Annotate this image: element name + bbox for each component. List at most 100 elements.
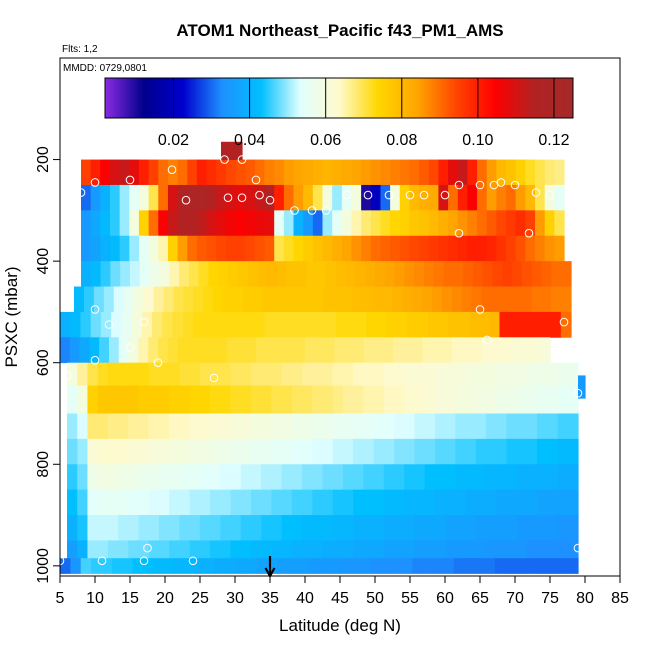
heatmap-cell (123, 286, 135, 313)
heatmap-cell (158, 464, 170, 491)
heatmap-cell (526, 540, 538, 559)
heatmap-cell (363, 337, 375, 364)
sample-markers (55, 155, 583, 566)
sample-point (62, 371, 72, 380)
heatmap-cell (547, 540, 559, 559)
heatmap-cell (158, 210, 169, 237)
heatmap-cell (455, 464, 467, 491)
heatmap-cell (67, 413, 78, 440)
heatmap-cell (557, 489, 569, 516)
heatmap-cell (100, 184, 111, 211)
heatmap-cell (515, 210, 526, 237)
heatmap-cell (424, 540, 436, 559)
heatmap-cell (312, 235, 324, 262)
heatmap-cell (118, 413, 129, 440)
x-axis: 5 10 15 20 25 30 35 40 45 50 55 60 65 70 75 80 85 (56, 575, 629, 607)
heatmap-cell (302, 515, 313, 541)
heatmap-cell (128, 385, 140, 414)
heatmap-cell (496, 362, 508, 386)
heatmap-cell (291, 464, 303, 491)
heatmap-cell (525, 235, 536, 262)
colorbar-tick-label: 0.04 (234, 132, 265, 149)
heatmap-cell (128, 540, 140, 559)
heatmap-cell (163, 558, 175, 574)
heatmap-cell (89, 337, 100, 364)
heatmap-cell (91, 558, 103, 574)
x-axis-label: Latitude (deg N) (279, 616, 401, 635)
heatmap-cell (443, 558, 455, 574)
heatmap-cell (567, 438, 579, 465)
heatmap-cell (188, 261, 200, 287)
heatmap-cell (264, 311, 276, 338)
heatmap-cell (361, 184, 372, 211)
heatmap-cell (452, 337, 463, 364)
heatmap-cell (128, 464, 140, 491)
heatmap-cell (465, 489, 477, 516)
heatmap-cell (433, 261, 445, 287)
heatmap-cell (77, 438, 89, 465)
heatmap-cell (230, 413, 242, 440)
heatmap-cell (414, 515, 426, 541)
heatmap-cell (283, 184, 295, 211)
heatmap-cell (557, 438, 569, 465)
heatmap-cell (220, 413, 232, 440)
heatmap-cell (465, 385, 477, 414)
heatmap-cell (245, 184, 256, 211)
heatmap-cell (506, 464, 518, 491)
heatmap-cell (353, 385, 364, 414)
sample-point (153, 358, 163, 368)
heatmap-cell (516, 413, 528, 440)
sample-point (90, 355, 100, 365)
heatmap-cell (578, 375, 586, 399)
heatmap-cell (111, 558, 123, 574)
heatmap-cell (516, 438, 528, 465)
heatmap-cell (302, 413, 313, 440)
heatmap-cell (475, 413, 487, 440)
heatmap-cell (326, 261, 337, 287)
heatmap-cell (230, 540, 242, 559)
heatmap-cell (567, 464, 579, 491)
heatmap-cell (122, 558, 134, 574)
heatmap-cell (189, 515, 201, 541)
heatmap-cell (187, 184, 198, 211)
heatmap-cell (477, 210, 488, 237)
heatmap-cell (373, 540, 385, 559)
heatmap-cell (547, 413, 559, 440)
heatmap-cell (445, 385, 456, 414)
heatmap-cell (332, 235, 343, 262)
heatmap-cell (225, 184, 237, 211)
heatmap-cell (158, 184, 169, 211)
heatmap-cell (240, 413, 252, 440)
heatmap-cell (373, 385, 385, 414)
heatmap-cell (187, 337, 198, 364)
heatmap-cell (567, 385, 579, 414)
heatmap-cell (196, 184, 208, 211)
heatmap-cell (100, 235, 111, 262)
heatmap-cell (271, 489, 283, 516)
heatmap-cell (465, 413, 477, 440)
heatmap-cell (206, 159, 217, 186)
heatmap-cell (365, 261, 376, 287)
heatmap-cell (475, 540, 487, 559)
heatmap-cell (293, 235, 304, 262)
heatmap-cell (118, 489, 129, 516)
heatmap-cell (390, 210, 401, 237)
y-tick-label: 600 (35, 349, 52, 376)
heatmap-cell (441, 286, 453, 313)
heatmap-cell (216, 184, 227, 211)
heatmap-cell (496, 464, 508, 491)
heatmap-cell (404, 438, 416, 465)
heatmap-cell (414, 489, 426, 516)
heatmap-cell (525, 184, 536, 211)
heatmap-cell (496, 489, 508, 516)
heatmap-cell (506, 362, 518, 386)
heatmap-cell (271, 464, 283, 491)
sample-point (290, 206, 299, 215)
heatmap-cell (414, 385, 426, 414)
heatmap-cell (461, 337, 473, 364)
heatmap-cell (118, 515, 129, 541)
heatmap-cell (254, 184, 266, 211)
heatmap-cell (199, 489, 211, 516)
y-tick-label: 800 (35, 451, 52, 478)
heatmap-cell (264, 159, 275, 186)
